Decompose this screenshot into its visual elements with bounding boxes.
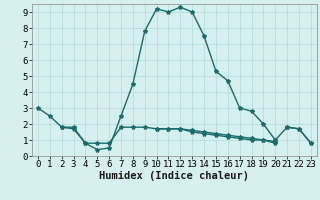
X-axis label: Humidex (Indice chaleur): Humidex (Indice chaleur) (100, 171, 249, 181)
